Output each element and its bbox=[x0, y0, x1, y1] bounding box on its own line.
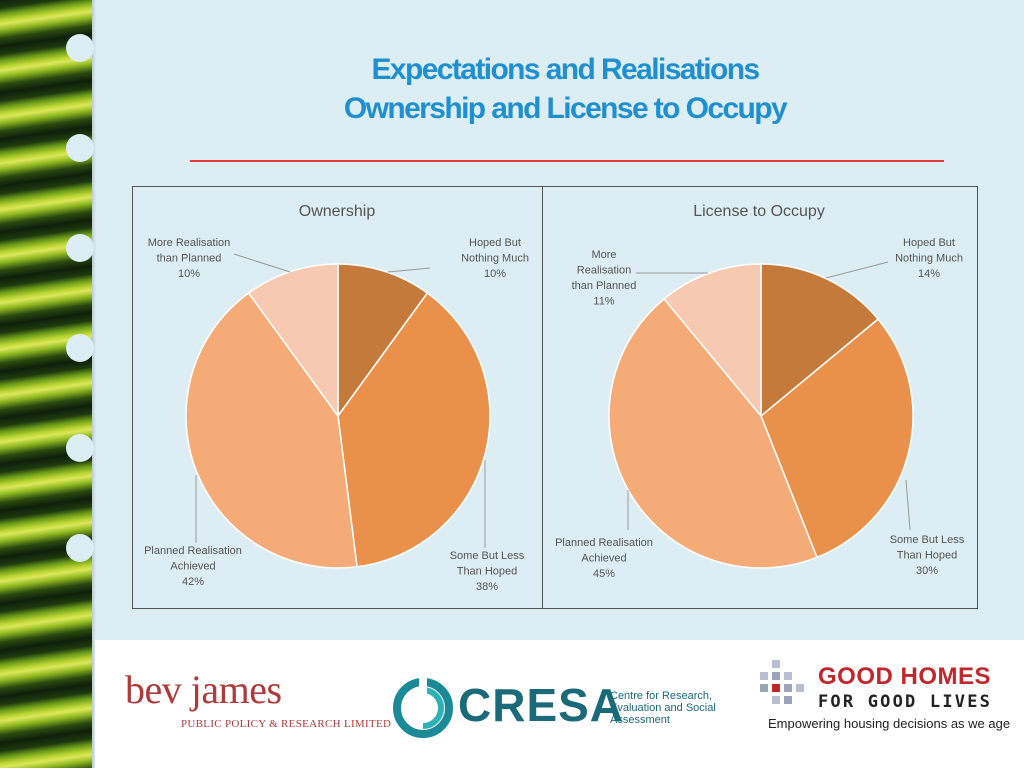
puzzle-knob bbox=[66, 434, 94, 462]
puzzle-knob bbox=[66, 334, 94, 362]
bevjames-name: bev james bbox=[125, 667, 282, 712]
bevjames-subtitle: PUBLIC POLICY & RESEARCH LIMITED bbox=[181, 718, 392, 730]
bevjames-logo: bev james PUBLIC POLICY & RESEARCH LIMIT… bbox=[125, 667, 392, 731]
leader-line bbox=[233, 253, 291, 273]
pie-slice bbox=[247, 263, 339, 419]
title-divider bbox=[190, 160, 944, 162]
chart-title: License to Occupy bbox=[693, 203, 825, 220]
goodhomes-subtitle: FOR GOOD LIVES bbox=[818, 692, 993, 712]
slice-label: Hoped But Nothing Much 10% bbox=[461, 237, 529, 280]
title-line-1: Expectations and Realisations bbox=[371, 53, 760, 86]
footer-logo-bar bbox=[95, 640, 1024, 768]
leader-line bbox=[825, 261, 889, 279]
license-pie: License to Occupy Hoped But Nothing Much 14… bbox=[555, 203, 965, 580]
chart-divider bbox=[542, 186, 543, 609]
pie-slice bbox=[337, 263, 429, 419]
leader-line bbox=[905, 479, 911, 531]
slice-label: Hoped But Nothing Much 14% bbox=[895, 237, 963, 280]
pie-slice bbox=[337, 291, 491, 568]
slice-label: Planned Realisation Achieved 45% bbox=[555, 537, 653, 580]
title-line-2: Ownership and License to Occupy bbox=[343, 92, 788, 125]
cresa-name: CRESA bbox=[458, 679, 625, 731]
slice-label: Some But Less Than Hoped 38% bbox=[450, 550, 525, 593]
slice-label: Some But Less Than Hoped 30% bbox=[890, 534, 965, 577]
slice-label: More Realisation than Planned 10% bbox=[148, 237, 231, 280]
leader-line bbox=[387, 267, 431, 273]
pie-slice bbox=[608, 297, 818, 569]
goodhomes-grid-icon bbox=[760, 660, 804, 704]
slice-label: Planned Realisation Achieved 42% bbox=[144, 545, 242, 588]
chart-title: Ownership bbox=[299, 203, 376, 220]
goodhomes-title: GOOD HOMES bbox=[818, 663, 992, 690]
ownership-pie: Ownership Hoped But Nothing Much 10% Some Bu… bbox=[144, 203, 529, 593]
goodhomes-tagline: Empowering housing decisions as we age bbox=[768, 716, 1011, 731]
pie-slice bbox=[663, 263, 762, 419]
puzzle-knob bbox=[66, 34, 94, 62]
pie-slice bbox=[760, 263, 880, 418]
pie-slice bbox=[185, 291, 358, 569]
pie-slice bbox=[760, 318, 914, 559]
strip-shadow bbox=[92, 0, 96, 768]
decorative-leaf-strip bbox=[0, 0, 92, 768]
puzzle-knob bbox=[66, 134, 94, 162]
puzzle-knob bbox=[66, 534, 94, 562]
cresa-emblem-icon bbox=[393, 678, 453, 738]
slide-title: Expectations and Realisations Ownership … bbox=[190, 50, 940, 128]
slice-label: More Realisation than Planned 11% bbox=[572, 249, 637, 308]
puzzle-knob bbox=[66, 234, 94, 262]
cresa-tagline: Centre for Research, Evaluation and Soci… bbox=[610, 690, 716, 726]
